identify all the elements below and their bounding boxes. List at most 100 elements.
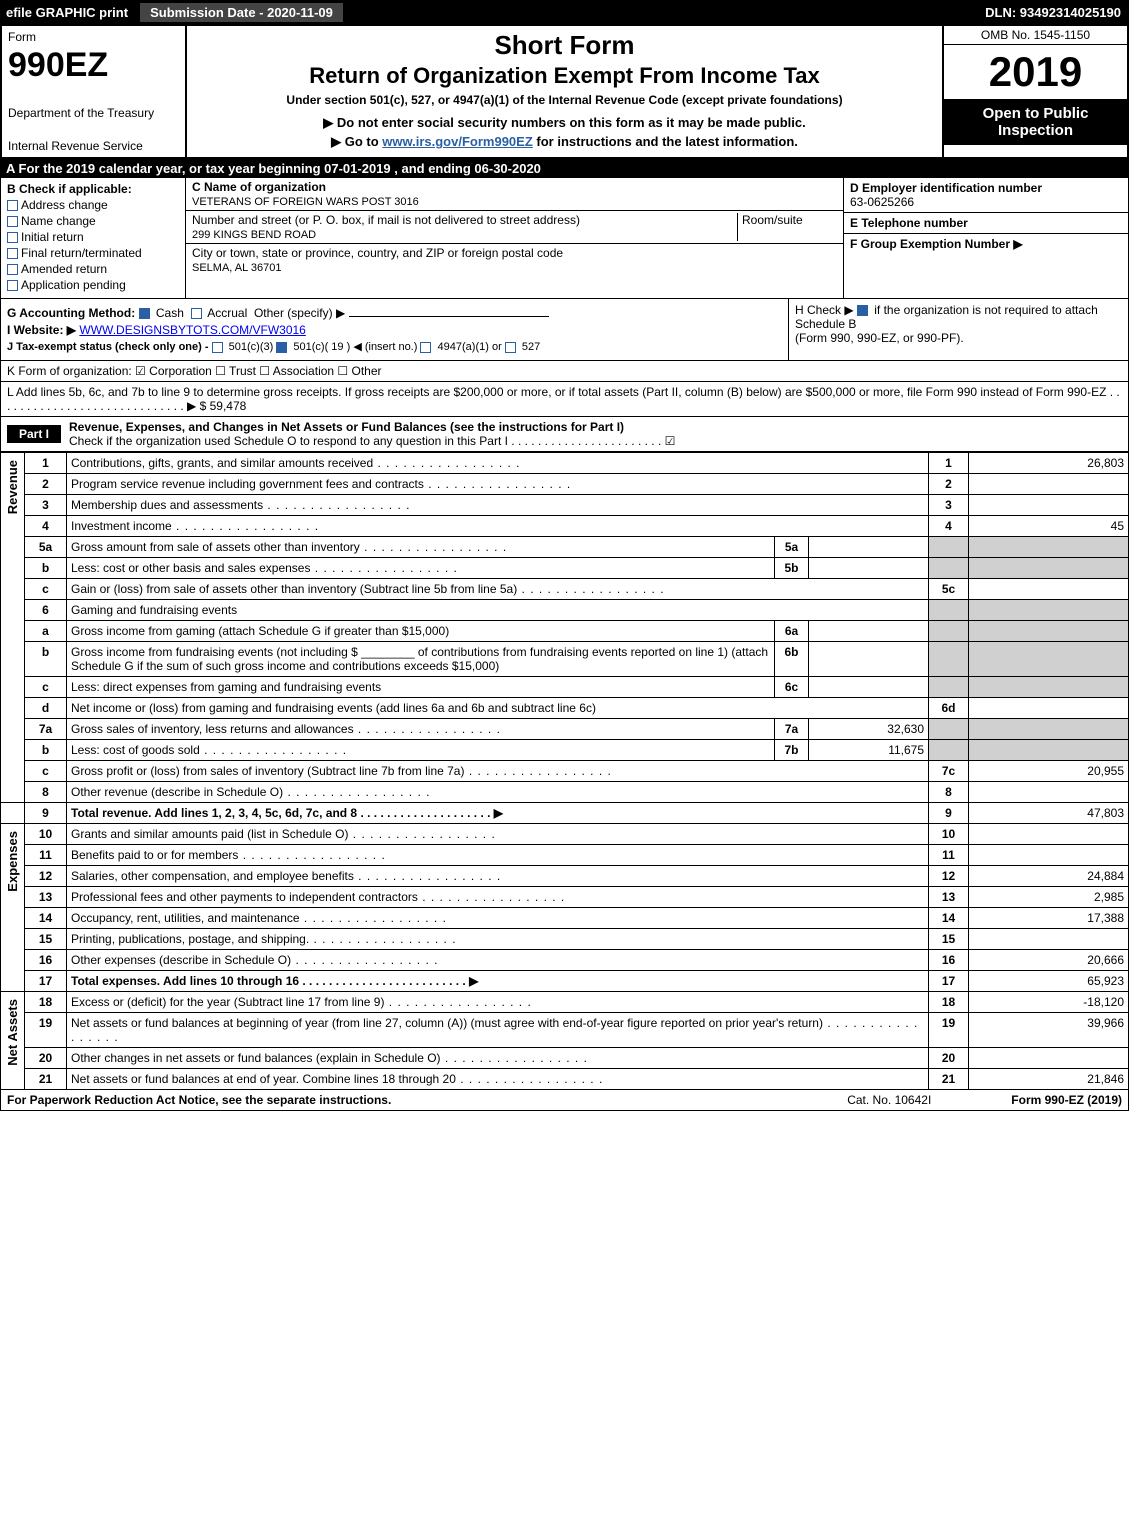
other-specify-input[interactable] <box>349 316 549 317</box>
line-desc: Less: cost or other basis and sales expe… <box>67 558 775 579</box>
h-check-label: H Check ▶ <box>795 303 854 317</box>
line-desc: Gross income from gaming (attach Schedul… <box>67 621 775 642</box>
city-label: City or town, state or province, country… <box>192 246 563 260</box>
line-val <box>969 1048 1129 1069</box>
line-num: 14 <box>25 908 67 929</box>
line-desc: Gross income from fundraising events (no… <box>67 642 775 677</box>
line-desc: Other expenses (describe in Schedule O) <box>67 950 929 971</box>
street-address: 299 KINGS BEND ROAD <box>192 229 316 241</box>
chk-label: Name change <box>21 214 96 228</box>
line-num: a <box>25 621 67 642</box>
line-rnum: 4 <box>929 516 969 537</box>
line-val: 45 <box>969 516 1129 537</box>
line-val <box>969 929 1129 950</box>
sub-num: 6b <box>775 642 809 677</box>
line-val <box>969 579 1129 600</box>
sub-num: 6c <box>775 677 809 698</box>
goto-line: ▶ Go to www.irs.gov/Form990EZ for instru… <box>195 134 934 150</box>
line-desc: Total revenue. Add lines 1, 2, 3, 4, 5c,… <box>67 803 929 824</box>
line-num: d <box>25 698 67 719</box>
accounting-method-label: G Accounting Method: <box>7 306 135 320</box>
section-b-title: B Check if applicable: <box>7 182 179 196</box>
line-desc: Other changes in net assets or fund bala… <box>67 1048 929 1069</box>
line-l: L Add lines 5b, 6c, and 7b to line 9 to … <box>0 382 1129 417</box>
sub-num: 7b <box>775 740 809 761</box>
goto-post: for instructions and the latest informat… <box>536 134 797 149</box>
tax-exempt-label: J Tax-exempt status (check only one) - <box>7 341 209 353</box>
net-assets-section-label: Net Assets <box>1 992 25 1090</box>
omb-number: OMB No. 1545-1150 <box>944 26 1127 45</box>
line-num: 7a <box>25 719 67 740</box>
shade-cell <box>969 677 1129 698</box>
submission-date: Submission Date - 2020-11-09 <box>140 3 343 22</box>
revenue-section-end <box>1 803 25 824</box>
shade-cell <box>969 537 1129 558</box>
chk-application-pending[interactable] <box>7 280 18 291</box>
line-rnum: 20 <box>929 1048 969 1069</box>
sub-val <box>809 677 929 698</box>
chk-label: Application pending <box>21 278 126 292</box>
shade-cell <box>969 558 1129 579</box>
sub-num: 6a <box>775 621 809 642</box>
line-num: b <box>25 642 67 677</box>
meta-left: G Accounting Method: Cash Accrual Other … <box>1 299 788 360</box>
line-val <box>969 782 1129 803</box>
part-1-badge: Part I <box>7 425 61 443</box>
line-val <box>969 845 1129 866</box>
open-public-inspection: Open to Public Inspection <box>944 99 1127 145</box>
ssn-warning: ▶ Do not enter social security numbers o… <box>195 115 934 131</box>
cash-label: Cash <box>156 306 184 320</box>
chk-label: Initial return <box>21 230 84 244</box>
chk-501c[interactable] <box>276 342 287 353</box>
chk-initial-return[interactable] <box>7 232 18 243</box>
chk-accrual[interactable] <box>191 308 202 319</box>
line-rnum: 12 <box>929 866 969 887</box>
line-num: 12 <box>25 866 67 887</box>
line-val <box>969 698 1129 719</box>
chk-501c3[interactable] <box>212 342 223 353</box>
chk-4947[interactable] <box>420 342 431 353</box>
line-num: 17 <box>25 971 67 992</box>
city-state-zip: SELMA, AL 36701 <box>192 262 282 274</box>
shade-cell <box>969 740 1129 761</box>
chk-cash[interactable] <box>139 308 150 319</box>
shade-cell <box>929 621 969 642</box>
line-num: 21 <box>25 1069 67 1090</box>
line-num: 9 <box>25 803 67 824</box>
tax-year-period: A For the 2019 calendar year, or tax yea… <box>0 159 1129 178</box>
line-rnum: 19 <box>929 1013 969 1048</box>
revenue-section-label: Revenue <box>1 453 25 803</box>
title-under-section: Under section 501(c), 527, or 4947(a)(1)… <box>195 93 934 107</box>
section-c: C Name of organization VETERANS OF FOREI… <box>186 178 843 298</box>
form-header: Form 990EZ Department of the Treasury In… <box>0 24 1129 159</box>
line-k: K Form of organization: ☑ Corporation ☐ … <box>0 361 1129 382</box>
chk-label: Final return/terminated <box>21 246 142 260</box>
chk-schedule-b[interactable] <box>857 305 868 316</box>
line-rnum: 18 <box>929 992 969 1013</box>
line-desc: Contributions, gifts, grants, and simila… <box>67 453 929 474</box>
line-desc: Gross amount from sale of assets other t… <box>67 537 775 558</box>
irs-link[interactable]: www.irs.gov/Form990EZ <box>382 134 533 149</box>
chk-527[interactable] <box>505 342 516 353</box>
chk-name-change[interactable] <box>7 216 18 227</box>
line-desc: Gaming and fundraising events <box>67 600 929 621</box>
line-desc: Professional fees and other payments to … <box>67 887 929 908</box>
title-short-form: Short Form <box>195 30 934 61</box>
chk-final-return[interactable] <box>7 248 18 259</box>
sub-val <box>809 537 929 558</box>
line-desc: Investment income <box>67 516 929 537</box>
line-desc: Excess or (deficit) for the year (Subtra… <box>67 992 929 1013</box>
section-b-checks: B Check if applicable: Address change Na… <box>1 178 186 298</box>
line-num: 8 <box>25 782 67 803</box>
telephone-label: E Telephone number <box>850 216 968 230</box>
line-val: 39,966 <box>969 1013 1129 1048</box>
dept-treasury: Department of the Treasury <box>8 106 179 120</box>
website-link[interactable]: WWW.DESIGNSBYTOTS.COM/VFW3016 <box>79 323 305 337</box>
chk-amended-return[interactable] <box>7 264 18 275</box>
pra-notice: For Paperwork Reduction Act Notice, see … <box>7 1093 391 1107</box>
chk-address-change[interactable] <box>7 200 18 211</box>
ein-value: 63-0625266 <box>850 195 914 209</box>
line-num: b <box>25 740 67 761</box>
efile-print-label[interactable]: efile GRAPHIC print <box>0 3 134 22</box>
shade-cell <box>969 719 1129 740</box>
